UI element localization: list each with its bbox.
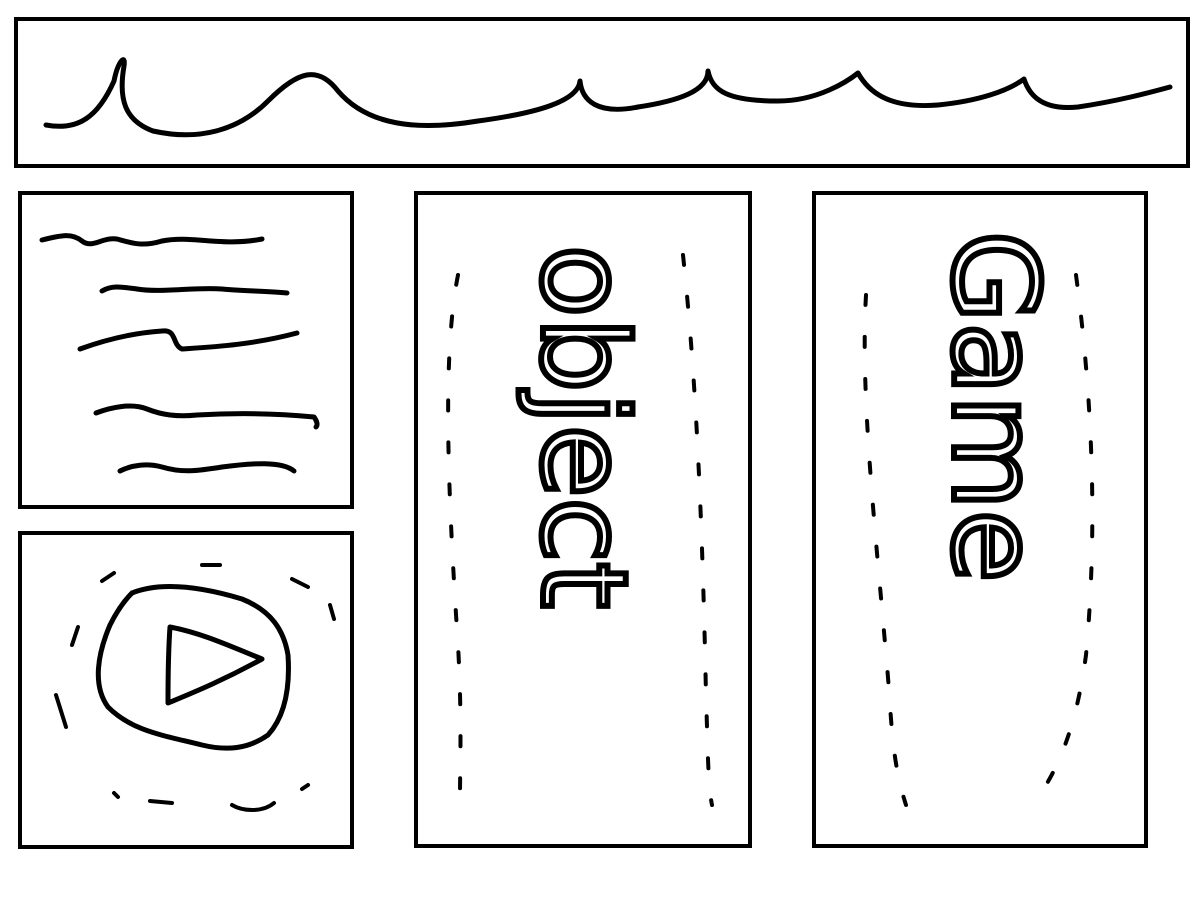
boundary-dashes (446, 253, 714, 807)
video-sketch (54, 563, 336, 812)
header-panel (14, 17, 1190, 168)
header-squiggle (43, 57, 1173, 138)
object-label: object (515, 245, 653, 609)
text-line (39, 233, 265, 247)
object-panel: object (414, 191, 752, 848)
boundary-dashes (862, 273, 1095, 807)
text-line (77, 328, 300, 352)
text-block-panel (18, 191, 354, 509)
text-line (99, 284, 290, 296)
text-lines-sketch (39, 233, 320, 474)
boundary-dashes (54, 563, 336, 812)
object-sketch: object (446, 242, 714, 807)
text-line (117, 461, 297, 474)
game-label: Game (926, 231, 1064, 582)
game-sketch: Game (862, 228, 1095, 807)
play-frame (95, 583, 291, 751)
play-icon (165, 624, 265, 706)
text-line (93, 403, 320, 430)
game-panel: Game (812, 191, 1148, 848)
video-panel (18, 531, 354, 849)
